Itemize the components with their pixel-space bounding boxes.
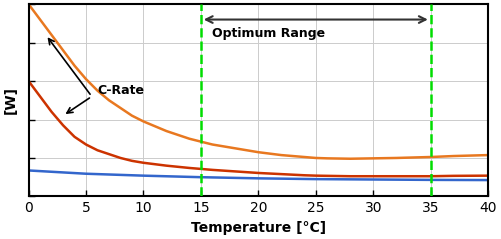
X-axis label: Temperature [°C]: Temperature [°C] — [191, 221, 326, 235]
Y-axis label: [W]: [W] — [4, 86, 18, 114]
Text: Optimum Range: Optimum Range — [212, 27, 326, 40]
Text: C-Rate: C-Rate — [98, 84, 144, 97]
